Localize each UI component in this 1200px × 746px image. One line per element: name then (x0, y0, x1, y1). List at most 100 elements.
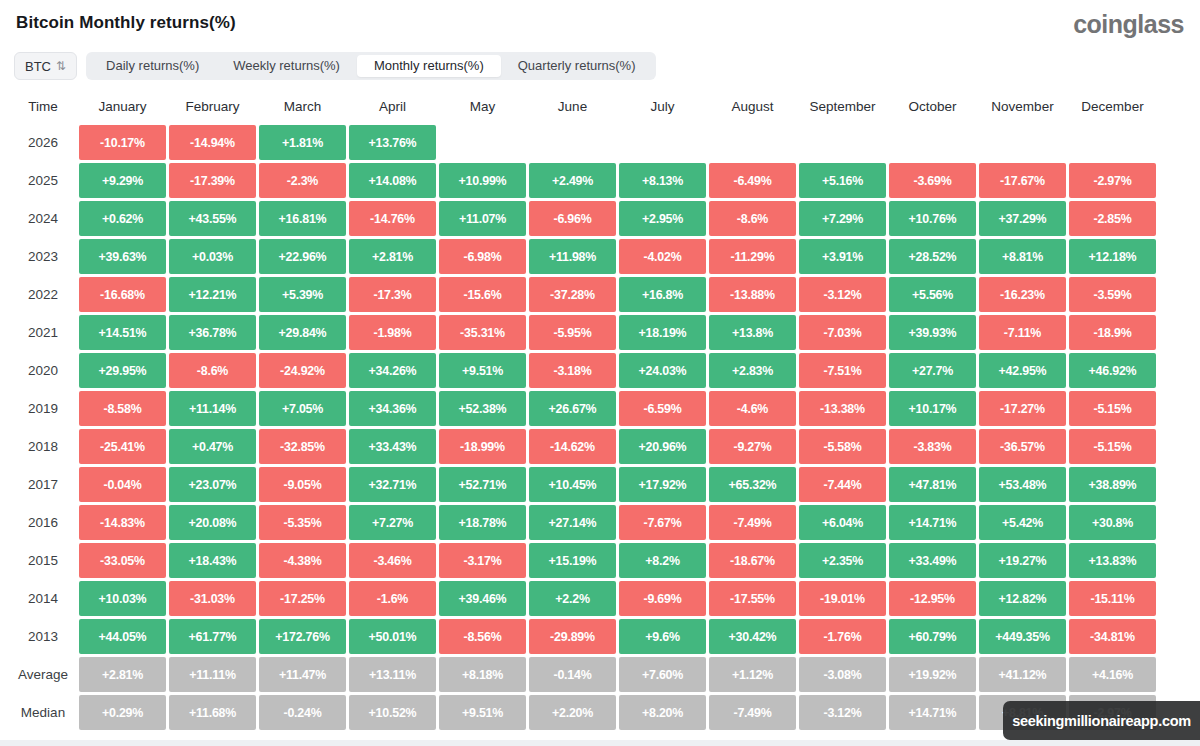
return-cell: +2.81% (79, 657, 166, 692)
return-cell: +13.76% (349, 125, 436, 160)
row-label-2014: 2014 (10, 581, 76, 616)
return-cell: -3.46% (349, 543, 436, 578)
return-cell: -17.3% (349, 277, 436, 312)
tab-weekly-returns[interactable]: Weekly returns(%) (216, 55, 357, 77)
return-cell: +19.92% (889, 657, 976, 692)
return-cell: -4.02% (619, 239, 706, 274)
return-cell: +43.55% (169, 201, 256, 236)
column-header-august: August (709, 90, 796, 122)
return-cell: -15.6% (439, 277, 526, 312)
return-cell: +2.81% (349, 239, 436, 274)
column-header-october: October (889, 90, 976, 122)
row-label-2024: 2024 (10, 201, 76, 236)
row-label-2016: 2016 (10, 505, 76, 540)
return-cell: +2.2% (529, 581, 616, 616)
return-cell: +15.19% (529, 543, 616, 578)
return-cell: -17.55% (709, 581, 796, 616)
return-cell: -36.57% (979, 429, 1066, 464)
return-cell: +9.29% (79, 163, 166, 198)
return-cell: +34.36% (349, 391, 436, 426)
return-cell: +39.93% (889, 315, 976, 350)
column-header-april: April (349, 90, 436, 122)
return-cell (619, 125, 706, 160)
return-cell: +61.77% (169, 619, 256, 654)
return-cell: +37.29% (979, 201, 1066, 236)
row-label-2021: 2021 (10, 315, 76, 350)
return-cell: +13.83% (1069, 543, 1156, 578)
page-header: Bitcoin Monthly returns(%) coinglass (0, 0, 1200, 39)
return-cell: -8.58% (79, 391, 166, 426)
return-cell: +20.08% (169, 505, 256, 540)
return-cell: +11.11% (169, 657, 256, 692)
return-cell: +1.81% (259, 125, 346, 160)
return-cell: -4.6% (709, 391, 796, 426)
return-cell: -3.83% (889, 429, 976, 464)
return-cell: -0.24% (259, 695, 346, 730)
return-cell: +20.96% (619, 429, 706, 464)
return-cell: -17.67% (979, 163, 1066, 198)
column-header-september: September (799, 90, 886, 122)
return-cell: -34.81% (1069, 619, 1156, 654)
return-cell: +18.43% (169, 543, 256, 578)
return-cell (529, 125, 616, 160)
return-cell: +14.08% (349, 163, 436, 198)
return-cell: -32.85% (259, 429, 346, 464)
return-cell: +22.96% (259, 239, 346, 274)
return-cell: -33.05% (79, 543, 166, 578)
tab-quarterly-returns[interactable]: Quarterly returns(%) (501, 55, 653, 77)
return-cell: -7.67% (619, 505, 706, 540)
return-cell: -16.68% (79, 277, 166, 312)
return-cell (889, 125, 976, 160)
tab-monthly-returns[interactable]: Monthly returns(%) (357, 55, 501, 77)
return-cell: +16.81% (259, 201, 346, 236)
row-label-2017: 2017 (10, 467, 76, 502)
return-cell: +2.49% (529, 163, 616, 198)
return-cell: +39.46% (439, 581, 526, 616)
page-title: Bitcoin Monthly returns(%) (16, 10, 236, 33)
symbol-selector[interactable]: BTC ⇅ (14, 52, 77, 80)
return-cell: +33.49% (889, 543, 976, 578)
return-cell: -7.49% (709, 695, 796, 730)
row-label-2018: 2018 (10, 429, 76, 464)
return-cell: -5.15% (1069, 429, 1156, 464)
return-cell (439, 125, 526, 160)
return-cell: -31.03% (169, 581, 256, 616)
return-cell: +10.76% (889, 201, 976, 236)
return-cell: -8.56% (439, 619, 526, 654)
return-cell: +14.71% (889, 505, 976, 540)
column-header-may: May (439, 90, 526, 122)
return-cell: +2.35% (799, 543, 886, 578)
return-cell: -3.08% (799, 657, 886, 692)
column-header-december: December (1069, 90, 1156, 122)
return-cell: +8.13% (619, 163, 706, 198)
return-cell: -3.12% (799, 277, 886, 312)
return-cell: +11.98% (529, 239, 616, 274)
return-cell: +14.51% (79, 315, 166, 350)
return-cell: -2.85% (1069, 201, 1156, 236)
column-header-february: February (169, 90, 256, 122)
return-cell: +11.68% (169, 695, 256, 730)
return-cell: +8.20% (619, 695, 706, 730)
return-cell: +44.05% (79, 619, 166, 654)
return-cell: -18.99% (439, 429, 526, 464)
return-cell: -14.83% (79, 505, 166, 540)
return-cell: -8.6% (709, 201, 796, 236)
return-cell: -37.28% (529, 277, 616, 312)
return-cell: -3.12% (799, 695, 886, 730)
return-cell: -6.98% (439, 239, 526, 274)
return-cell: -5.95% (529, 315, 616, 350)
return-cell: -17.27% (979, 391, 1066, 426)
tab-daily-returns[interactable]: Daily returns(%) (89, 55, 216, 77)
return-cell: +2.95% (619, 201, 706, 236)
return-cell: +11.47% (259, 657, 346, 692)
return-cell: -6.96% (529, 201, 616, 236)
row-label-2013: 2013 (10, 619, 76, 654)
return-cell: -0.04% (79, 467, 166, 502)
return-cell: +12.18% (1069, 239, 1156, 274)
return-cell: -7.11% (979, 315, 1066, 350)
return-cell: -6.49% (709, 163, 796, 198)
return-cell: +19.27% (979, 543, 1066, 578)
return-cell: -17.25% (259, 581, 346, 616)
return-cell: +7.29% (799, 201, 886, 236)
return-cell: +41.12% (979, 657, 1066, 692)
